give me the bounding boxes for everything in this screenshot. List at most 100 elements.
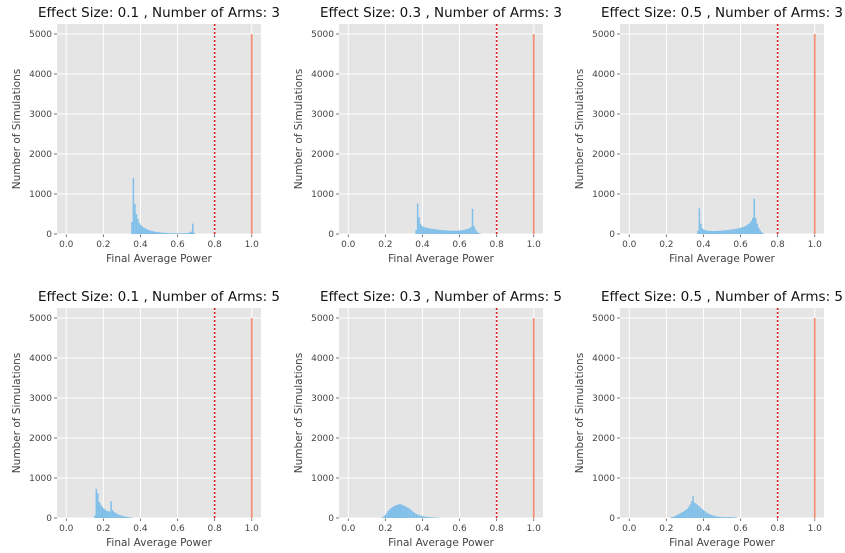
x-tick-label: 0.8 [489, 524, 504, 534]
histogram-bar [671, 517, 674, 518]
histogram-bar [476, 231, 478, 234]
histogram-bar [467, 228, 469, 234]
histogram-bar [707, 513, 709, 518]
y-tick-label: 5000 [592, 314, 615, 324]
histogram-bar [389, 509, 391, 518]
histogram-bar [471, 208, 474, 234]
x-tick-label: 0.4 [133, 524, 148, 534]
histogram-bar [154, 231, 157, 234]
histogram-bar [131, 222, 133, 234]
histogram-bar [177, 233, 179, 234]
histogram-bar [383, 516, 385, 518]
chart-title: Effect Size: 0.1 , Number of Arms: 5 [38, 289, 280, 305]
histogram-bar [462, 230, 465, 234]
histogram-bar [690, 501, 693, 518]
y-axis-label: Number of Simulations [293, 69, 305, 189]
histogram-bar [395, 505, 397, 518]
histogram-bar [418, 217, 420, 234]
histogram-bar [100, 504, 102, 518]
histogram-bar [724, 517, 727, 518]
histogram-bar [114, 512, 117, 518]
histogram-bar [733, 517, 736, 518]
histogram-bar [701, 228, 704, 234]
histogram-bar [673, 516, 675, 518]
histogram-bar [138, 222, 141, 234]
histogram-bar [750, 220, 753, 234]
histogram-bar [445, 230, 447, 234]
y-tick-label: 2000 [311, 150, 334, 160]
histogram-bar [473, 226, 475, 234]
histogram-bar [140, 224, 142, 234]
x-tick-label: 0.0 [59, 240, 74, 250]
histogram-bar [429, 517, 431, 518]
plot-area [339, 308, 543, 518]
histogram-bar [701, 508, 703, 518]
histogram-bar [702, 510, 705, 518]
x-tick-label: 1.0 [527, 524, 542, 534]
histogram-bar [695, 503, 697, 518]
x-tick-label: 1.0 [245, 240, 260, 250]
histogram-bar [700, 223, 702, 234]
chart-title: Effect Size: 0.1 , Number of Arms: 3 [38, 5, 280, 21]
x-axis-label: Final Average Power [388, 253, 494, 265]
y-axis-label: Number of Simulations [11, 353, 23, 473]
histogram-bar [97, 493, 99, 518]
histogram-bar [98, 502, 101, 518]
histogram-bar [741, 227, 744, 234]
histogram-bar [755, 218, 757, 234]
x-tick-label: 1.0 [245, 524, 260, 534]
histogram-bar [174, 233, 176, 234]
y-axis-label: Number of Simulations [574, 353, 586, 473]
y-axis-label: Number of Simulations [293, 353, 305, 473]
histogram-bar [153, 231, 155, 234]
x-tick-label: 0.6 [452, 524, 467, 534]
y-tick-label: 0 [328, 514, 334, 524]
histogram-bar [144, 228, 147, 234]
subplot-4: 0.0 0.2 0.4 0.6 0.8 1.0 0 1000 2000 3000 4000 5000 E… [11, 289, 280, 549]
histogram-bar [443, 230, 446, 234]
y-tick-label: 4000 [592, 70, 615, 80]
histogram-bar [458, 230, 460, 234]
histogram-bar [703, 229, 705, 234]
histogram-bar [171, 233, 173, 234]
histogram-bar [192, 223, 194, 234]
histogram-bar [163, 232, 166, 234]
histogram-bar [732, 517, 734, 518]
subplot-2: 0.0 0.2 0.4 0.6 0.8 1.0 0 1000 2000 3000 4000 5000 E… [293, 5, 562, 265]
x-tick-label: 0.8 [207, 240, 222, 250]
histogram-bar [723, 230, 726, 234]
y-tick-label: 1000 [311, 474, 334, 484]
histogram-bar [421, 226, 423, 234]
histogram-bar [104, 509, 106, 518]
plot-area [57, 24, 261, 234]
histogram-bar [698, 506, 700, 518]
histogram-bar [107, 511, 109, 518]
histogram-bar [419, 224, 422, 234]
x-tick-label: 0.0 [622, 524, 637, 534]
y-tick-label: 3000 [29, 394, 52, 404]
histogram-bar [455, 230, 457, 234]
histogram-bar [129, 517, 132, 518]
histogram-bar [448, 230, 450, 234]
histogram-bar [387, 510, 390, 518]
x-tick-label: 0.6 [170, 524, 185, 534]
histogram-bar [449, 230, 452, 234]
histogram-bar [683, 511, 685, 518]
histogram-bar [723, 517, 725, 518]
histogram-bar [135, 214, 138, 234]
x-tick-label: 0.0 [622, 240, 637, 250]
y-tick-label: 2000 [29, 150, 52, 160]
histogram-bar [418, 515, 421, 518]
histogram-bar [111, 510, 114, 518]
histogram-bar [193, 232, 195, 234]
histogram-bar [396, 504, 398, 518]
x-tick-label: 0.6 [733, 524, 748, 534]
histogram-bar [726, 230, 729, 234]
histogram-bar [731, 229, 733, 234]
chart-title: Effect Size: 0.3 , Number of Arms: 5 [320, 289, 562, 305]
y-tick-label: 2000 [592, 434, 615, 444]
y-tick-label: 5000 [311, 30, 334, 40]
histogram-bar [434, 229, 437, 234]
x-tick-label: 0.2 [378, 524, 392, 534]
